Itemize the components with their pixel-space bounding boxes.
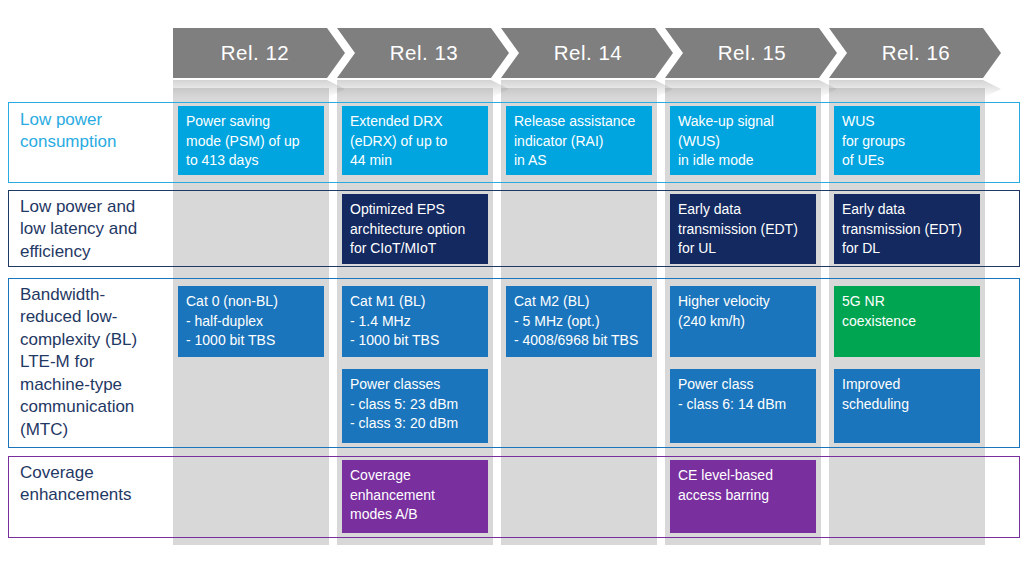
- chevron-label: Rel. 13: [390, 41, 458, 65]
- chevron-label: Rel. 16: [882, 41, 950, 65]
- cell-ce-barring-rel15: CE level-based access barring: [670, 460, 816, 533]
- cell-ce-modes-rel13: Coverage enhancement modes A/B: [342, 460, 488, 533]
- row-label-low-power-consumption: Low power consumption: [20, 109, 168, 154]
- chevron-reflection: [501, 80, 673, 98]
- chevron-label: Rel. 14: [554, 41, 622, 65]
- row-label-lte-m-mtc: Bandwidth- reduced low- complexity (BL) …: [20, 284, 168, 441]
- cell-eps-ciot-rel13: Optimized EPS architecture option for CI…: [342, 194, 488, 264]
- timeline-chevron-rel-15: Rel. 15: [665, 28, 837, 78]
- cell-edrx-rel13: Extended DRX (eDRX) of up to 44 min: [342, 106, 488, 175]
- chevron-reflection: [665, 80, 837, 98]
- chevron-label: Rel. 15: [718, 41, 786, 65]
- cell-improved-scheduling-rel16: Improved scheduling: [834, 369, 980, 443]
- cell-wus-groups-rel16: WUS for groups of UEs: [834, 106, 980, 175]
- cell-power-classes-rel13: Power classes - class 5: 23 dBm - class …: [342, 369, 488, 443]
- row-label-coverage-enhancements: Coverage enhancements: [20, 462, 168, 507]
- cell-psm-rel12: Power saving mode (PSM) of up to 413 day…: [178, 106, 324, 175]
- chevron-reflection: [173, 80, 345, 98]
- cell-5gnr-coexistence-rel16: 5G NR coexistence: [834, 286, 980, 357]
- roadmap-diagram: Low power consumption Low power and low …: [0, 0, 1024, 576]
- chevron-label: Rel. 12: [221, 41, 289, 65]
- timeline-chevron-rel-12: Rel. 12: [173, 28, 345, 78]
- cell-catm1-rel13: Cat M1 (BL) - 1.4 MHz - 1000 bit TBS: [342, 286, 488, 357]
- cell-cat0-rel12: Cat 0 (non-BL) - half-duplex - 1000 bit …: [178, 286, 324, 357]
- timeline-chevron-rel-14: Rel. 14: [501, 28, 673, 78]
- cell-edt-dl-rel16: Early data transmission (EDT) for DL: [834, 194, 980, 264]
- cell-rai-rel14: Release assistance indicator (RAI) in AS: [506, 106, 652, 175]
- timeline-chevron-rel-16: Rel. 16: [829, 28, 1001, 78]
- row-label-low-latency-efficiency: Low power and low latency and efficiency: [20, 196, 168, 263]
- timeline-chevron-rel-13: Rel. 13: [337, 28, 509, 78]
- cell-power-class6-rel15: Power class - class 6: 14 dBm: [670, 369, 816, 443]
- cell-edt-ul-rel15: Early data transmission (EDT) for UL: [670, 194, 816, 264]
- cell-velocity-rel15: Higher velocity (240 km/h): [670, 286, 816, 357]
- chevron-reflection: [337, 80, 509, 98]
- cell-catm2-rel14: Cat M2 (BL) - 5 MHz (opt.) - 4008/6968 b…: [506, 286, 652, 357]
- chevron-reflection: [829, 80, 1001, 98]
- cell-wus-rel15: Wake-up signal (WUS) in idle mode: [670, 106, 816, 175]
